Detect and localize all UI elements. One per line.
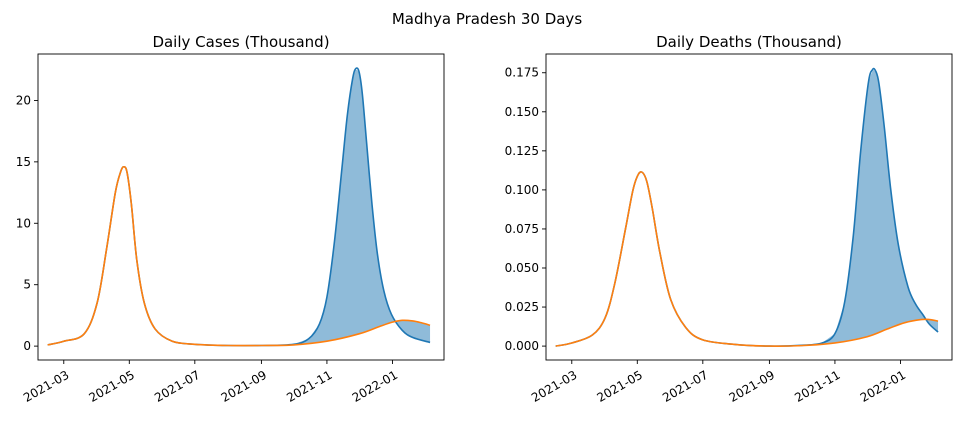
deaths-ytick-label: 0.100	[505, 183, 539, 197]
deaths-xtick-label: 2021-05	[595, 368, 645, 405]
deaths-xtick-label: 2021-11	[792, 368, 842, 405]
cases-xtick-label: 2021-11	[284, 368, 334, 405]
cases-chart-title: Daily Cases (Thousand)	[152, 33, 329, 51]
deaths-ytick-label: 0.050	[505, 261, 539, 275]
deaths-ytick-label: 0.075	[505, 222, 539, 236]
deaths-ytick-label: 0.175	[505, 66, 539, 80]
cases-xtick-label: 2021-05	[87, 368, 137, 405]
figure-suptitle: Madhya Pradesh 30 Days	[392, 10, 582, 28]
deaths-series-1-line	[555, 171, 939, 347]
deaths-fill-between-area	[555, 69, 939, 347]
cases-chart: Daily Cases (Thousand) 0 5 10 15 20 2021-03 202…	[16, 33, 445, 405]
deaths-xtick-label: 2021-07	[660, 368, 710, 405]
deaths-ytick-label: 0.025	[505, 300, 539, 314]
cases-series-1-line	[47, 165, 431, 347]
deaths-xtick-label: 2021-09	[727, 368, 777, 405]
cases-ytick-label: 10	[16, 216, 31, 230]
deaths-ytick-label: 0.000	[505, 339, 539, 353]
deaths-xtick-label: 2022-01	[858, 368, 908, 405]
deaths-ytick-label: 0.125	[505, 144, 539, 158]
cases-fill-between-area	[47, 69, 431, 346]
cases-axes-frame	[37, 53, 445, 361]
deaths-xtick-label: 2021-03	[529, 368, 579, 405]
cases-xtick-label: 2021-07	[152, 368, 202, 405]
cases-ytick-label: 15	[16, 155, 31, 169]
cases-ytick-label: 20	[16, 93, 31, 107]
cases-xtick-label: 2021-03	[21, 368, 71, 405]
cases-xtick-label: 2021-09	[219, 368, 269, 405]
cases-xtick-label: 2022-01	[350, 368, 400, 405]
cases-ytick-label: 5	[23, 278, 31, 292]
deaths-chart: Daily Deaths (Thousand) 0.000 0.025 0.050 0.…	[505, 33, 953, 405]
deaths-chart-title: Daily Deaths (Thousand)	[656, 33, 842, 51]
cases-ytick-label: 0	[23, 339, 31, 353]
deaths-axes-frame	[545, 53, 953, 361]
deaths-ytick-label: 0.150	[505, 105, 539, 119]
